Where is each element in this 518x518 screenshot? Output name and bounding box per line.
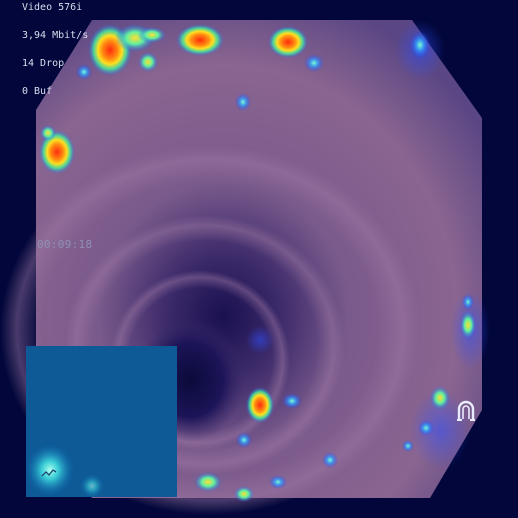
heat-haze [246, 326, 274, 354]
heatmap-blob [322, 452, 338, 468]
endoscope-magnet-icon [457, 400, 475, 421]
heatmap-blob [234, 486, 254, 502]
heatmap-blob [76, 64, 92, 80]
osd-bitrate: 3,94 Mbit/s [22, 30, 89, 41]
heat-haze [410, 390, 470, 470]
heatmap-blob [194, 472, 222, 492]
heatmap-blob [462, 294, 474, 310]
video-timestamp: 00:09:18 [37, 238, 93, 251]
heatmap-blob [138, 52, 158, 72]
heatmap-blob [246, 387, 274, 423]
heatmap-blob [282, 393, 302, 409]
heatmap-blob [418, 420, 434, 436]
heatmap-blob [235, 93, 251, 111]
heatmap-blob [410, 31, 430, 59]
osd-dropped-frames: 14 Drop [22, 58, 65, 69]
heatmap-blob [430, 386, 450, 410]
heatmap-blob [236, 432, 252, 448]
thumbnail-inset [26, 346, 177, 497]
inset-heat-glow [26, 444, 104, 497]
heatmap-blob [460, 311, 476, 339]
heatmap-blob [138, 27, 166, 43]
heatmap-blob [269, 475, 287, 489]
heatmap-blob [40, 125, 56, 141]
heatmap-blob [176, 24, 224, 56]
osd-buffer: 0 Buf [22, 86, 53, 97]
heatmap-blob [402, 440, 414, 452]
osd-video-format: Video 576i [22, 2, 83, 13]
heatmap-blob [304, 54, 324, 72]
heatmap-blob [268, 26, 308, 58]
